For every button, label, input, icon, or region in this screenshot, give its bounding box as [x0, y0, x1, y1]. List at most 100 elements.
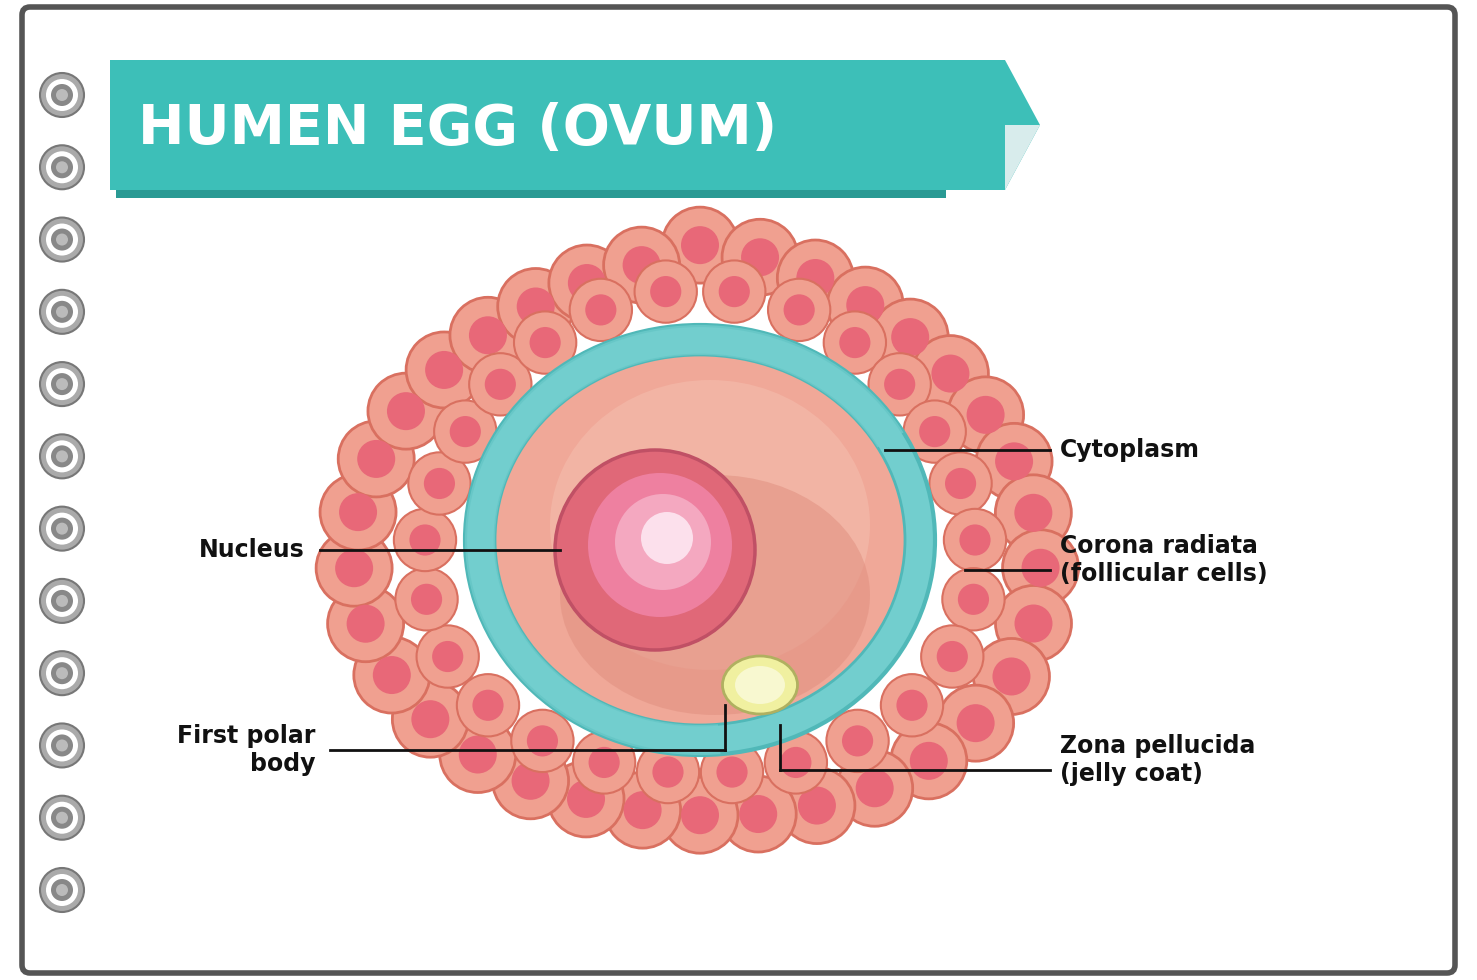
Circle shape	[957, 705, 994, 742]
Circle shape	[411, 584, 442, 614]
Circle shape	[56, 667, 68, 679]
Circle shape	[784, 294, 815, 325]
Circle shape	[549, 245, 625, 321]
Ellipse shape	[465, 325, 935, 755]
Circle shape	[839, 327, 870, 358]
Circle shape	[52, 445, 72, 467]
Circle shape	[40, 507, 84, 551]
Circle shape	[46, 79, 78, 111]
Circle shape	[995, 475, 1071, 551]
Circle shape	[721, 776, 796, 852]
Circle shape	[722, 220, 798, 295]
Circle shape	[46, 585, 78, 616]
Ellipse shape	[495, 355, 905, 725]
Circle shape	[932, 355, 969, 393]
Circle shape	[938, 685, 1013, 761]
Circle shape	[409, 524, 440, 556]
Circle shape	[394, 509, 456, 571]
Circle shape	[966, 396, 1004, 434]
Circle shape	[868, 353, 931, 416]
Circle shape	[40, 868, 84, 912]
Ellipse shape	[736, 666, 784, 704]
Circle shape	[777, 240, 854, 316]
Circle shape	[662, 207, 738, 283]
Circle shape	[514, 312, 576, 373]
Circle shape	[40, 73, 84, 117]
Circle shape	[56, 89, 68, 101]
Circle shape	[46, 513, 78, 545]
Circle shape	[993, 658, 1031, 696]
Circle shape	[588, 473, 733, 617]
Circle shape	[588, 747, 620, 778]
Circle shape	[52, 662, 72, 684]
Circle shape	[52, 84, 72, 106]
Circle shape	[484, 368, 515, 400]
Circle shape	[604, 772, 681, 848]
Circle shape	[891, 318, 929, 356]
Circle shape	[511, 710, 573, 772]
Circle shape	[52, 228, 72, 251]
Circle shape	[945, 467, 976, 499]
Circle shape	[473, 690, 504, 721]
Circle shape	[635, 261, 697, 322]
Circle shape	[1015, 605, 1053, 643]
Circle shape	[904, 401, 966, 463]
Circle shape	[387, 392, 425, 430]
Circle shape	[56, 811, 68, 824]
Bar	[117, 68, 945, 198]
Circle shape	[944, 509, 1006, 571]
Circle shape	[511, 761, 549, 800]
Circle shape	[316, 530, 391, 607]
Circle shape	[412, 700, 449, 738]
Circle shape	[396, 568, 458, 630]
Circle shape	[424, 467, 455, 499]
Text: First polar
body: First polar body	[177, 724, 315, 776]
Circle shape	[52, 156, 72, 178]
Circle shape	[570, 278, 632, 341]
Circle shape	[46, 296, 78, 328]
Circle shape	[1022, 549, 1059, 587]
Circle shape	[357, 440, 396, 478]
Text: Zona pellucida
(jelly coat): Zona pellucida (jelly coat)	[1060, 734, 1255, 786]
Circle shape	[873, 299, 948, 375]
Circle shape	[468, 317, 507, 355]
Circle shape	[40, 434, 84, 478]
Circle shape	[891, 723, 967, 799]
Polygon shape	[1004, 125, 1040, 190]
Polygon shape	[939, 60, 1040, 190]
Circle shape	[328, 586, 403, 662]
Circle shape	[52, 301, 72, 322]
Circle shape	[46, 368, 78, 400]
Circle shape	[347, 605, 384, 643]
Circle shape	[56, 378, 68, 390]
Circle shape	[46, 440, 78, 472]
Circle shape	[40, 290, 84, 334]
Circle shape	[434, 401, 496, 463]
FancyBboxPatch shape	[22, 7, 1455, 973]
Bar	[109, 60, 939, 190]
Text: Corona radiata
(follicular cells): Corona radiata (follicular cells)	[1060, 534, 1267, 586]
Circle shape	[842, 725, 873, 757]
Circle shape	[46, 729, 78, 761]
Circle shape	[796, 259, 835, 297]
Circle shape	[650, 276, 681, 307]
Circle shape	[942, 568, 1004, 630]
Circle shape	[681, 796, 719, 834]
Circle shape	[567, 780, 606, 818]
Circle shape	[913, 335, 988, 412]
Circle shape	[798, 787, 836, 824]
Circle shape	[368, 373, 445, 449]
Circle shape	[354, 637, 430, 713]
Circle shape	[56, 162, 68, 173]
Circle shape	[46, 151, 78, 183]
Circle shape	[40, 579, 84, 623]
Circle shape	[716, 757, 747, 788]
Circle shape	[567, 264, 606, 302]
Circle shape	[702, 741, 764, 804]
Circle shape	[555, 450, 755, 650]
Circle shape	[52, 590, 72, 612]
Circle shape	[623, 791, 662, 829]
Circle shape	[56, 884, 68, 896]
Circle shape	[40, 723, 84, 767]
Circle shape	[52, 879, 72, 901]
